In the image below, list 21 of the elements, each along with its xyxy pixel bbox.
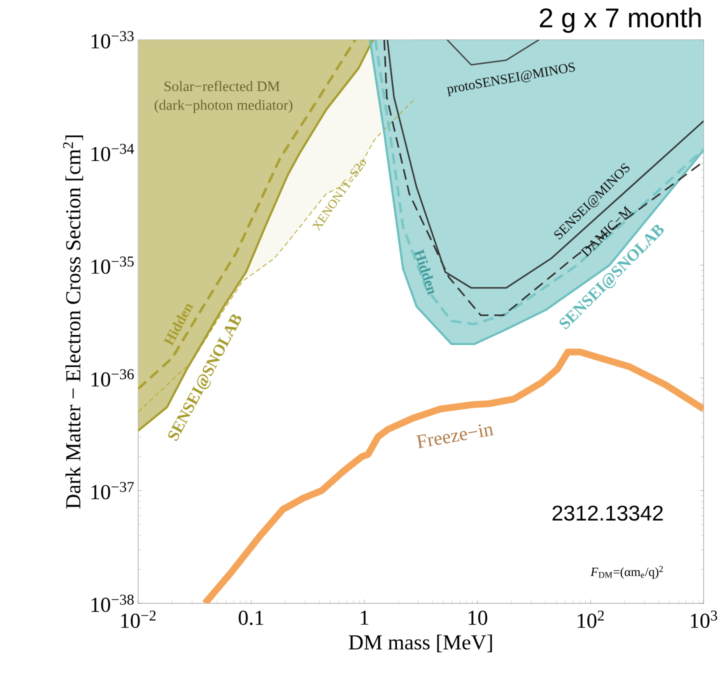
annotation: (dark−photon mediator) bbox=[154, 100, 292, 113]
x-axis-title: DM mass [MeV] bbox=[348, 634, 492, 652]
annotation: Hidden bbox=[414, 248, 434, 296]
x-tick-label: 10$^{2}$ bbox=[578, 610, 604, 628]
annotation: Solar−reflected DM bbox=[164, 80, 280, 92]
annotation: F$_{DM}$=(αm$_{e}$/q)$^{2}$ bbox=[590, 566, 663, 579]
annotation: Freeze−in bbox=[416, 424, 494, 448]
chart-title: 2 g x 7 month bbox=[540, 8, 701, 33]
x-tick-label: 10$^{−2}$ bbox=[121, 610, 156, 628]
annotation: 2312.13342 bbox=[552, 506, 663, 521]
y-axis-title: Dark Matter − Electron Cross Section [cm$^{2}$] bbox=[63, 135, 84, 509]
y-tick-label: 10$^{−36}$ bbox=[92, 369, 134, 387]
x-tick-label: 1 bbox=[360, 610, 368, 625]
x-tick-label: 0.1 bbox=[238, 610, 264, 626]
y-tick-label: 10$^{−34}$ bbox=[92, 144, 134, 162]
x-tick-label: 10$^{3}$ bbox=[690, 610, 718, 628]
y-tick-label: 10$^{−35}$ bbox=[92, 256, 134, 274]
y-tick-label: 10$^{−33}$ bbox=[92, 31, 134, 48]
y-tick-label: 10$^{−38}$ bbox=[92, 594, 134, 612]
x-tick-label: 10 bbox=[468, 610, 488, 625]
y-tick-label: 10$^{−37}$ bbox=[92, 482, 134, 500]
